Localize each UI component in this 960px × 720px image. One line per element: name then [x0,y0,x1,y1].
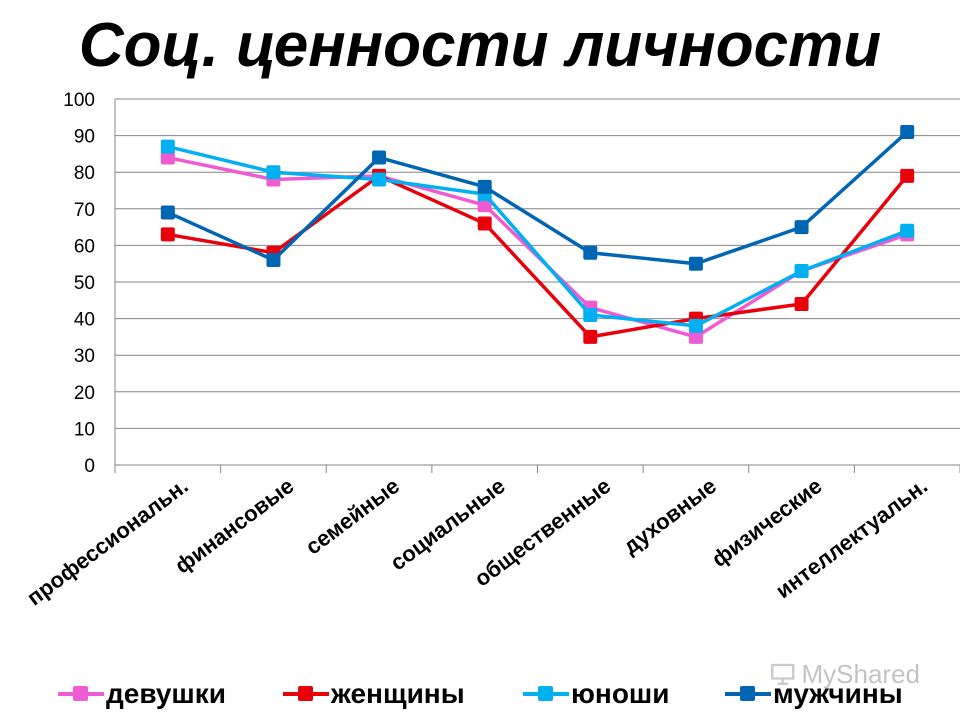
series-point [583,329,598,344]
series-point [160,205,175,220]
series-point [794,296,809,311]
legend-item: женщины [283,672,465,716]
y-tick-label: 30 [74,346,95,367]
y-tick-label: 0 [84,456,95,477]
legend-swatch-marker [73,686,88,701]
legend-swatch [58,672,104,716]
series-point [900,124,915,139]
x-category-label: профессиональн. [22,473,193,610]
series-point [794,264,809,279]
series-point [900,168,915,183]
y-tick-label: 60 [74,236,95,257]
legend-label: юноши [571,678,670,709]
series-point [583,245,598,260]
chart-title: Соц. ценности личности [78,11,882,80]
series-point [266,253,281,268]
series-point [160,150,175,165]
y-tick-label: 40 [74,310,95,331]
series-line [167,130,909,266]
x-category-label: духовные [618,473,721,559]
y-tick-label: 70 [74,200,95,221]
series-point [372,172,387,187]
series-point [477,198,492,213]
x-category-label: семейные [301,473,404,559]
y-tick-label: 20 [74,383,95,404]
legend-swatch-marker [740,686,755,701]
series-point [583,307,598,322]
series-point [160,227,175,242]
legend-item: юноши [523,672,669,716]
legend-swatch-marker [298,686,313,701]
series-line [167,144,908,328]
legend-label: девушки [106,678,226,709]
series-point [688,256,703,271]
y-tick-label: 90 [74,127,95,148]
legend-item: девушки [58,672,226,716]
y-tick-label: 80 [74,163,95,184]
y-tick-label: 10 [74,419,95,440]
legend-item: мужчины [725,672,903,716]
legend-swatch-marker [538,686,553,701]
series-point [477,179,492,194]
series-line [167,174,909,339]
series-point [266,165,281,180]
legend-label: женщины [331,678,465,709]
chart-legend: девушки женщины юноши мужчины [0,672,960,716]
series-point [477,216,492,231]
series-point [372,150,387,165]
y-tick-label: 50 [74,273,95,294]
watermark-text: MyShared [801,658,921,689]
series-point [688,329,703,344]
legend-swatch [283,672,329,716]
watermark: MyShared [770,656,920,692]
legend-label: мужчины [773,678,903,709]
legend-swatch [523,672,569,716]
series-point [688,318,703,333]
series-point [160,139,175,154]
legend-swatch [725,672,771,716]
series-point [794,220,809,235]
series-point [900,223,915,238]
y-tick-label: 100 [63,90,95,111]
presentation-screen-icon [771,663,795,685]
line-chart: 0102030405060708090100профессиональн.фин… [22,90,960,610]
